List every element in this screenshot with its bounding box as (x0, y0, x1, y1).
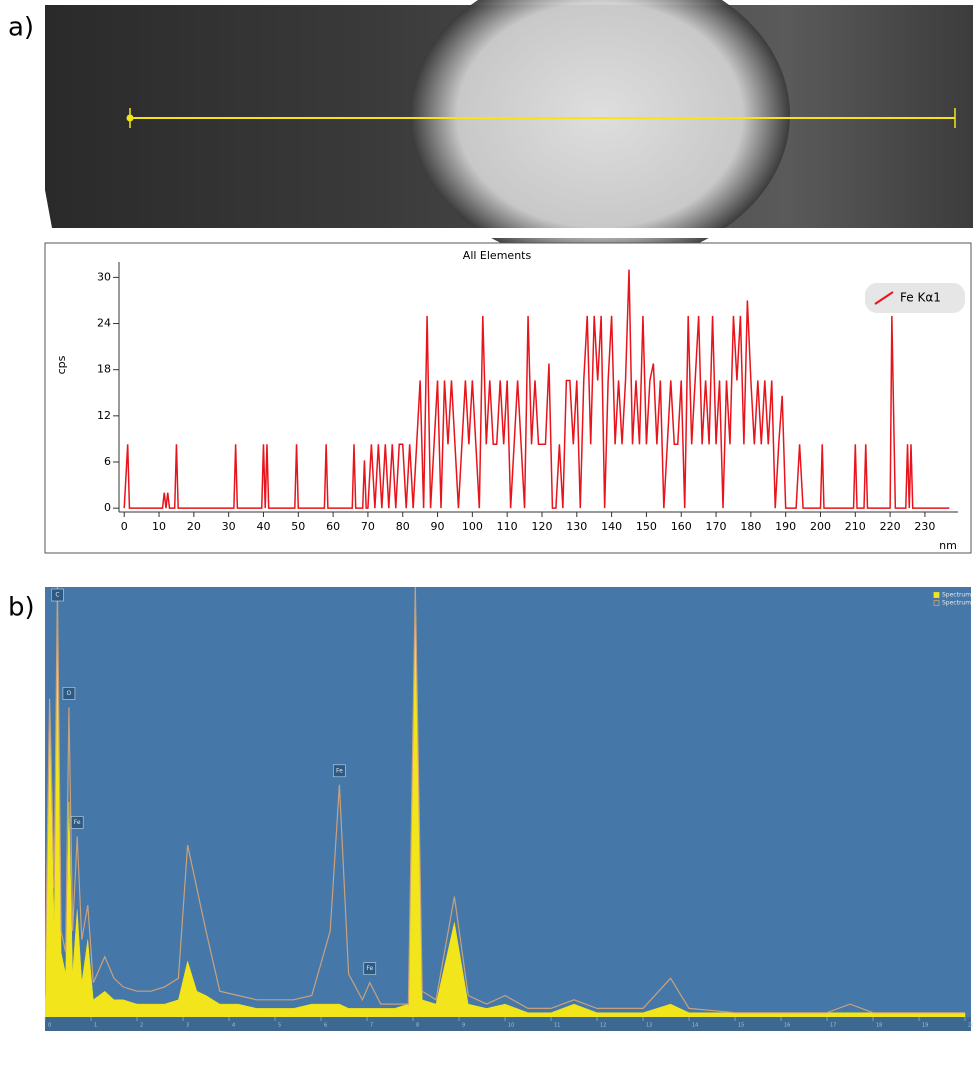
y-tick-label: 12 (97, 409, 111, 422)
peak-label-box (363, 962, 377, 975)
x-tick-label: 1 (94, 1023, 97, 1029)
x-tick-label: 180 (740, 520, 761, 533)
x-tick-label: 8 (416, 1023, 419, 1029)
peak-label: Fe (74, 819, 81, 826)
panel-label: b) (8, 593, 35, 623)
x-tick-label: 140 (601, 520, 622, 533)
spectrum-background (45, 587, 971, 1017)
y-tick-label: 18 (97, 363, 111, 376)
data-line (123, 269, 950, 509)
x-tick-label: 20 (187, 520, 201, 533)
spectrum-axis-strip (45, 1017, 971, 1031)
x-tick-label: 14 (692, 1023, 698, 1029)
x-tick-label: 50 (291, 520, 305, 533)
x-tick-label: 13 (646, 1023, 652, 1029)
x-tick-label: 17 (830, 1023, 836, 1029)
x-tick-label: 15 (738, 1023, 744, 1029)
x-tick-label: 170 (706, 520, 727, 533)
peak-label: O (67, 690, 72, 697)
x-tick-label: 10 (152, 520, 166, 533)
legend-label: Spectrum (942, 592, 971, 599)
chart-frame (44, 242, 972, 554)
x-tick-label: 30 (222, 520, 236, 533)
x-tick-label: 4 (232, 1023, 235, 1029)
peak-label: Fe (336, 767, 343, 774)
x-tick-label: 200 (810, 520, 831, 533)
peak-label-box (62, 687, 76, 700)
x-tick-label: 9 (462, 1023, 465, 1029)
legend-box (865, 283, 965, 313)
x-tick-label: 0 (121, 520, 128, 533)
peak-label-box (70, 816, 84, 829)
x-tick-label: 3 (186, 1023, 189, 1029)
x-tick-label: 6 (324, 1023, 327, 1029)
x-tick-label: 220 (880, 520, 901, 533)
chart-title: All Elements (463, 249, 532, 262)
y-tick-label: 30 (97, 270, 111, 283)
x-tick-label: 90 (431, 520, 445, 533)
peak-label: C (55, 592, 59, 599)
x-tick-label: 0 (48, 1023, 51, 1029)
legend-label: Fe Kα1 (900, 291, 941, 305)
x-tick-label: 16 (784, 1023, 790, 1029)
plot (123, 269, 950, 509)
legend-label: Spectrum (942, 600, 971, 607)
x-tick-label: 210 (845, 520, 866, 533)
x-tick-label: 19 (922, 1023, 928, 1029)
x-tick-label: 80 (396, 520, 410, 533)
peak-label-box (333, 764, 346, 778)
y-tick-label: 24 (97, 317, 111, 330)
x-tick-label: 70 (361, 520, 375, 533)
y-axis-label: cps (55, 355, 68, 374)
peak-label: Fe (366, 965, 373, 972)
x-tick-label: 150 (636, 520, 657, 533)
x-tick-label: 110 (497, 520, 518, 533)
x-tick-label: 2 (140, 1023, 143, 1029)
y-tick-label: 6 (104, 455, 111, 468)
x-tick-label: 18 (876, 1023, 882, 1029)
x-tick-label: 160 (671, 520, 692, 533)
micrograph (45, 0, 973, 265)
x-tick-label: 5 (278, 1023, 281, 1029)
plot (45, 587, 966, 1017)
peak-label-box (51, 588, 64, 602)
y-tick-label: 0 (104, 501, 111, 514)
x-tick-label: 12 (600, 1023, 606, 1029)
x-tick-label: 11 (554, 1023, 560, 1029)
x-tick-label: 7 (370, 1023, 373, 1029)
x-tick-label: 60 (326, 520, 340, 533)
x-axis-label: nm (939, 539, 957, 552)
x-tick-label: 100 (462, 520, 483, 533)
legend-swatch (933, 592, 940, 598)
x-tick-label: 10 (508, 1023, 514, 1029)
legend-swatch (874, 291, 894, 305)
x-tick-label: 20 (968, 1023, 973, 1029)
x-tick-label: 120 (531, 520, 552, 533)
legend-swatch (933, 600, 940, 606)
x-tick-label: 190 (775, 520, 796, 533)
spectrum-area (45, 587, 966, 1017)
spectrum-line (45, 587, 965, 1014)
x-tick-label: 130 (566, 520, 587, 533)
panel-label: a) (8, 13, 34, 43)
x-tick-label: 230 (914, 520, 935, 533)
x-tick-label: 40 (256, 520, 270, 533)
